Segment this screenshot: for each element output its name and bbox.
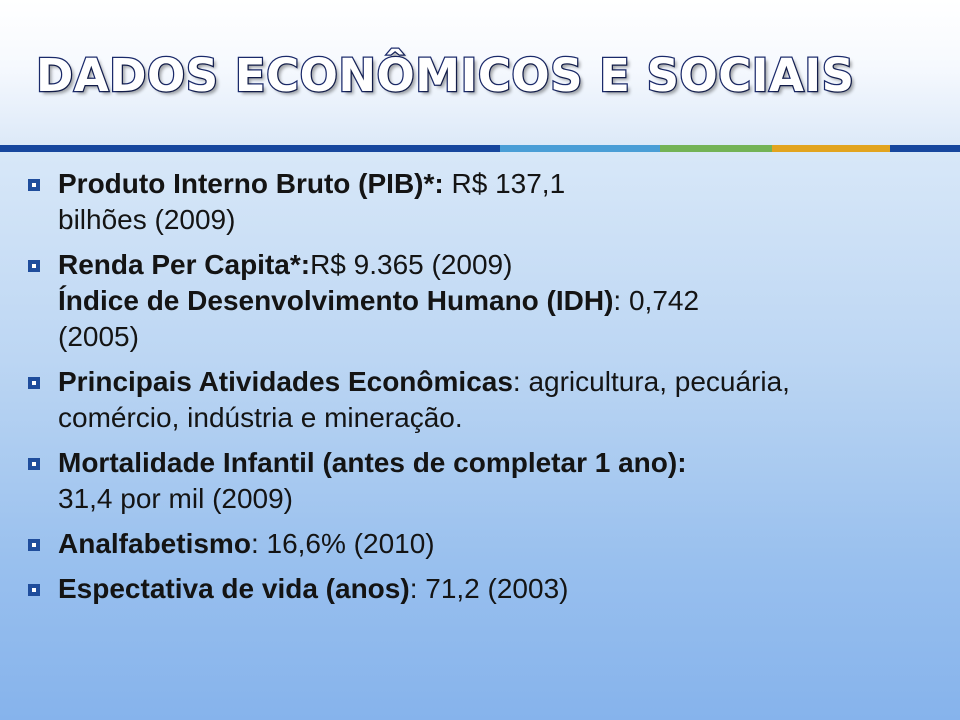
slide-title: DADOS ECONÔMICOS E SOCIAIS bbox=[35, 48, 856, 103]
bullet-renda-line-1: Renda Per Capita*:R$ 9.365 (2009) bbox=[58, 247, 960, 283]
bullet-renda-idh: Renda Per Capita*:R$ 9.365 (2009) Índice… bbox=[26, 247, 960, 355]
square-bullet-icon bbox=[28, 260, 40, 272]
bullet-pib-line-2: bilhões (2009) bbox=[58, 204, 236, 235]
bullet-idh-value: : 0,742 bbox=[613, 285, 700, 316]
bullet-renda-value: R$ 9.365 (2009) bbox=[310, 249, 513, 280]
bullet-pib-value: R$ 137,1 bbox=[443, 168, 566, 199]
bullet-mortalidade: Mortalidade Infantil (antes de completar… bbox=[26, 445, 960, 517]
bullet-list: Produto Interno Bruto (PIB)*: R$ 137,1 b… bbox=[26, 166, 960, 616]
bullet-analfabetismo: Analfabetismo: 16,6% (2010) bbox=[26, 526, 960, 562]
bullet-idh-year: (2005) bbox=[58, 321, 139, 352]
bullet-expectativa-line: Espectativa de vida (anos): 71,2 (2003) bbox=[58, 571, 960, 607]
bullet-atividades-label: Principais Atividades Econômicas bbox=[58, 366, 513, 397]
square-bullet-icon bbox=[28, 539, 40, 551]
bullet-mortalidade-label: Mortalidade Infantil (antes de completar… bbox=[58, 447, 687, 478]
bullet-expectativa-value: : 71,2 (2003) bbox=[409, 573, 569, 604]
square-bullet-icon bbox=[28, 458, 40, 470]
bullet-idh-line: Índice de Desenvolvimento Humano (IDH): … bbox=[58, 283, 960, 319]
square-bullet-icon bbox=[28, 179, 40, 191]
bullet-expectativa-label: Espectativa de vida (anos) bbox=[58, 573, 410, 604]
bullet-atividades-value: : agricultura, pecuária, bbox=[512, 366, 790, 397]
accent-bar-segment-1 bbox=[0, 145, 500, 152]
bullet-analfabetismo-value: : 16,6% (2010) bbox=[250, 528, 435, 559]
bullet-atividades: Principais Atividades Econômicas: agricu… bbox=[26, 364, 960, 436]
bullet-analfabetismo-label: Analfabetismo bbox=[58, 528, 251, 559]
bullet-pib-label: Produto Interno Bruto (PIB)*: bbox=[58, 168, 444, 199]
accent-bar-segment-3 bbox=[660, 145, 772, 152]
bullet-expectativa: Espectativa de vida (anos): 71,2 (2003) bbox=[26, 571, 960, 607]
accent-bar-segment-5 bbox=[890, 145, 960, 152]
bullet-pib: Produto Interno Bruto (PIB)*: R$ 137,1 b… bbox=[26, 166, 960, 238]
accent-color-bar bbox=[0, 145, 960, 152]
bullet-renda-label: Renda Per Capita*: bbox=[58, 249, 311, 280]
bullet-idh-label: Índice de Desenvolvimento Humano (IDH) bbox=[58, 285, 614, 316]
bullet-atividades-line-2: comércio, indústria e mineração. bbox=[58, 402, 463, 433]
bullet-atividades-line-1: Principais Atividades Econômicas: agricu… bbox=[58, 364, 960, 400]
square-bullet-icon bbox=[28, 377, 40, 389]
title-area: DADOS ECONÔMICOS E SOCIAIS bbox=[0, 0, 960, 146]
bullet-analfabetismo-line: Analfabetismo: 16,6% (2010) bbox=[58, 526, 960, 562]
accent-bar-segment-4 bbox=[772, 145, 890, 152]
bullet-pib-line-1: Produto Interno Bruto (PIB)*: R$ 137,1 bbox=[58, 166, 960, 202]
bullet-mortalidade-value: 31,4 por mil (2009) bbox=[58, 483, 294, 514]
square-bullet-icon bbox=[28, 584, 40, 596]
accent-bar-segment-2 bbox=[500, 145, 660, 152]
